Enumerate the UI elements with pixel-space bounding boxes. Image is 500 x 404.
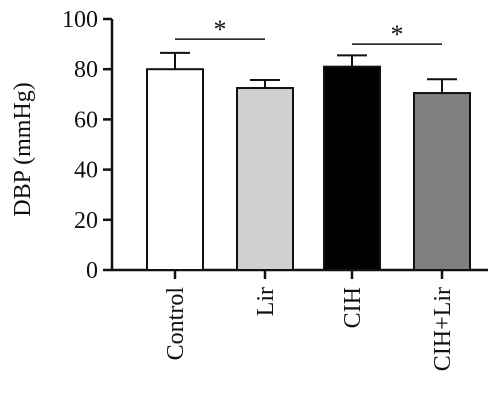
error-bars	[160, 51, 457, 94]
bar-lir	[236, 87, 294, 272]
x-tick-label-lir: Lir	[253, 287, 279, 316]
y-axis-title: DBP (mmHg)	[10, 82, 36, 216]
y-tick-label: 20	[74, 208, 98, 234]
significance-star: *	[214, 15, 227, 44]
x-tick-label-cih: CIH	[340, 287, 366, 328]
y-tick-label: 80	[74, 57, 98, 83]
y-tick-label: 60	[74, 107, 98, 133]
y-tick-label: 40	[74, 158, 98, 184]
significance-markers: * *	[175, 15, 442, 49]
significance-star: *	[391, 20, 404, 49]
bar-control	[146, 68, 204, 271]
x-axis: Control Lir CIH CIH+Lir	[112, 268, 488, 371]
y-tick-label: 0	[86, 258, 98, 284]
y-axis: 0 20 40 60 80 100	[62, 7, 114, 284]
bar-cih-lir	[413, 92, 471, 271]
bars	[146, 65, 471, 272]
x-tick-label-control: Control	[163, 287, 189, 361]
x-tick-label-cih-lir: CIH+Lir	[430, 287, 456, 371]
y-tick-label: 100	[62, 7, 98, 33]
bar-cih	[323, 65, 381, 271]
